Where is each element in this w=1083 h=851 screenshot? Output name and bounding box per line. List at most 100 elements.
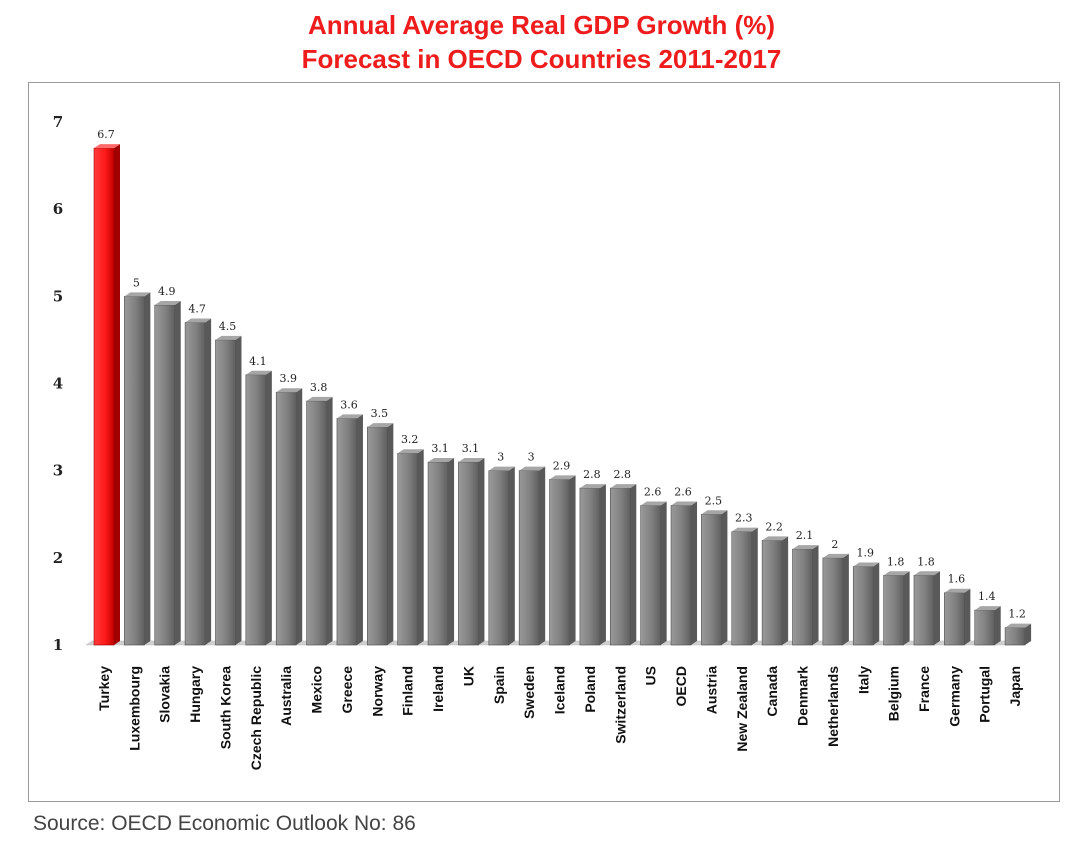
x-tick-label: Hungary: [187, 666, 203, 723]
bar-top: [94, 144, 120, 149]
bar: [488, 470, 510, 646]
bar-group: [852, 562, 880, 646]
x-tick-label: Belgium: [886, 666, 902, 721]
bar-top: [549, 475, 576, 480]
data-label: 3.8: [310, 381, 328, 394]
bar-top: [883, 571, 910, 576]
x-tick-label: South Korea: [217, 666, 233, 749]
data-label: 1.8: [887, 555, 905, 568]
bar-side: [569, 475, 576, 645]
data-label: 3.6: [340, 398, 358, 411]
bar-side: [417, 449, 424, 645]
data-label: 2: [831, 538, 838, 551]
bar-top: [579, 484, 606, 489]
data-label: 2.9: [553, 459, 571, 472]
bar: [974, 609, 996, 646]
x-tick-label: Greece: [339, 666, 355, 714]
bar-top: [671, 501, 698, 506]
bar-top: [428, 457, 455, 462]
x-tick-label: Poland: [582, 666, 598, 713]
bar-group: [397, 449, 424, 646]
bar-group: [245, 370, 272, 646]
bar: [944, 592, 965, 646]
data-label: 1.9: [857, 547, 875, 560]
x-tick-label: Austria: [703, 666, 719, 714]
bar-side: [964, 588, 971, 645]
bar: [93, 147, 115, 646]
bar: [518, 470, 540, 646]
bar-group: [154, 301, 181, 646]
bar-top: [306, 396, 333, 401]
data-label: 2.3: [735, 512, 753, 525]
bar: [215, 339, 236, 646]
bar: [336, 418, 358, 646]
bar: [579, 487, 601, 646]
bar: [245, 374, 267, 646]
data-label: 2.8: [614, 468, 632, 481]
bar-top: [610, 484, 637, 489]
x-tick-label: UK: [460, 666, 476, 686]
bar-group: [336, 414, 363, 646]
bar-side: [174, 301, 181, 645]
bar-top: [944, 588, 971, 593]
bar-top: [276, 388, 303, 393]
bar: [609, 487, 631, 646]
data-label: 5: [133, 276, 140, 289]
bar-top: [215, 335, 242, 340]
chart-title-line2: Forecast in OECD Countries 2011-2017: [301, 44, 782, 74]
bar-side: [782, 536, 789, 645]
bar-group: [640, 501, 667, 646]
x-tick-label: Australia: [278, 666, 294, 726]
bar-top: [974, 606, 1001, 611]
bar-group: [731, 527, 758, 646]
bar: [701, 513, 722, 646]
bar-side: [387, 423, 394, 645]
bar-side: [721, 510, 728, 645]
bar: [154, 304, 176, 646]
data-label: 4.7: [188, 302, 206, 315]
bar-top: [822, 553, 849, 558]
bar-group: [944, 588, 971, 646]
bar-group: [306, 396, 333, 646]
bar-side: [903, 571, 910, 645]
bar-side: [205, 318, 212, 645]
data-label: 2.5: [705, 494, 723, 507]
data-label: 3.2: [401, 433, 419, 446]
bar-side: [356, 414, 363, 645]
x-tick-label: Turkey: [96, 666, 112, 711]
bar-side: [448, 457, 455, 645]
bar-top: [336, 414, 363, 419]
bar-group: [488, 466, 515, 646]
x-tick-label: Norway: [369, 666, 385, 717]
bar: [367, 426, 388, 646]
bar-top: [792, 545, 819, 550]
y-tick-label: 5: [53, 287, 63, 305]
x-tick-label: Iceland: [552, 666, 568, 714]
x-tick-label: Luxembourg: [126, 666, 142, 751]
bar-group: [518, 466, 546, 646]
data-label: 3.9: [279, 372, 297, 385]
data-label: 4.9: [158, 285, 176, 298]
bar: [731, 531, 753, 646]
bar: [822, 557, 844, 646]
bar-side: [508, 466, 515, 645]
bar-group: [609, 484, 637, 646]
bar-top: [488, 466, 515, 471]
bar-top: [731, 527, 758, 532]
data-label: 3.1: [431, 442, 449, 455]
x-tick-label: Mexico: [309, 666, 325, 713]
data-label: 2.6: [644, 486, 662, 499]
x-tick-label: US: [643, 666, 659, 685]
bar: [883, 574, 904, 646]
bar: [549, 479, 570, 646]
bar-group: [761, 536, 789, 646]
y-tick-label: 2: [53, 549, 63, 567]
bar-group: [184, 318, 212, 646]
bar-side: [296, 388, 303, 645]
bar-group: [275, 388, 303, 646]
bar: [184, 322, 206, 646]
data-label: 1.6: [948, 573, 966, 586]
bar-group: [883, 571, 910, 646]
x-tick-label: OECD: [673, 666, 689, 706]
